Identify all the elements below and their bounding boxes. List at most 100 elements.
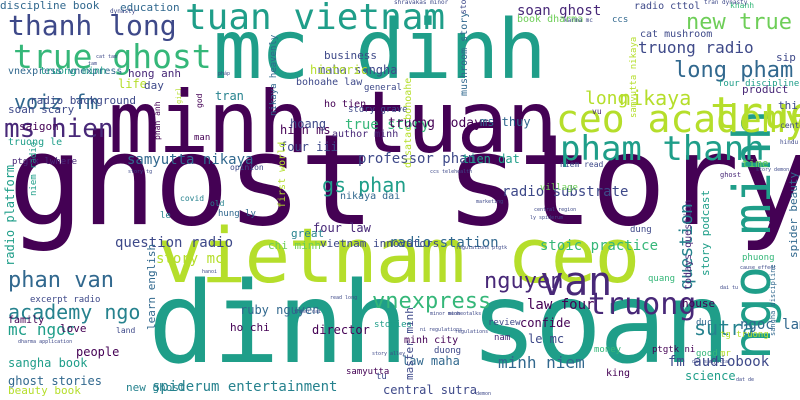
- word-true: true: [710, 88, 800, 139]
- word-first-world: first world: [277, 141, 288, 208]
- word-people: people: [76, 345, 120, 359]
- word-ms-hien: ms hien: [4, 114, 114, 144]
- word-excerpt-radio: excerpt radio: [30, 295, 101, 305]
- word-covid: covid: [180, 194, 205, 203]
- word-new-ghost: new ghost: [126, 381, 186, 394]
- word-karma-mc: karma mc: [564, 17, 593, 24]
- word-tu: tu: [376, 372, 387, 382]
- word-samyutta-nikaya-purple: samyutta nikaya: [127, 152, 254, 168]
- word-dung: dung: [630, 225, 652, 235]
- word-minh-city: minh city: [404, 335, 459, 346]
- word-quang: quang: [648, 274, 676, 284]
- word-tam: tam: [88, 61, 98, 67]
- word-phan-van: phan van: [8, 268, 114, 293]
- word-read-long: read long: [330, 295, 358, 301]
- word-story-tg: story tg: [128, 169, 153, 175]
- word-nguyen: nguyen: [484, 269, 564, 294]
- word-hong-anh: hong anh: [128, 67, 181, 80]
- word-truong: truong: [588, 287, 697, 322]
- word-demon: demon: [476, 391, 492, 397]
- word-nam: nam: [494, 333, 511, 343]
- word-long-pham: long pham: [674, 58, 794, 83]
- word-cause-effect: cause effect: [740, 265, 777, 271]
- word-fm-audiobook: fm audiobook: [668, 354, 770, 370]
- word-vnexpress-vnexpress: vnexpress vnexpress: [8, 66, 123, 77]
- word-minor-minh: minor minh: [430, 311, 461, 317]
- word-phuong: phuong: [742, 253, 775, 263]
- word-le-mc: le mc: [528, 332, 565, 346]
- word-academy-ngo: academy ngo: [8, 300, 141, 324]
- word-ho-chi: ho chi: [230, 321, 270, 334]
- word-central-region: central region: [534, 207, 577, 213]
- word-shravakas-minor: shravakas minor: [394, 0, 449, 6]
- word-vu: vu: [592, 107, 602, 116]
- word-ceo-academy: ceo academy: [556, 97, 800, 141]
- word-samyutta: samyutta: [346, 367, 390, 377]
- word-money: money: [594, 345, 622, 355]
- word-khanh: khanh: [730, 1, 755, 10]
- word-tran: tran: [215, 89, 244, 103]
- word-law-four: law four: [527, 297, 595, 313]
- word-minh-niem: minh niem: [498, 353, 585, 372]
- word-dynasty: dynasty: [110, 8, 136, 15]
- word-soan-scary: soan scary: [8, 103, 75, 116]
- word-dinh-soan: dinh soan: [148, 259, 731, 389]
- word-girl: girl: [175, 87, 183, 104]
- word-tuan-vietnam: tuan vietnam: [185, 0, 446, 38]
- word-story-alley: story alley: [372, 351, 406, 357]
- word-tien-dat: tien dat: [462, 152, 520, 166]
- word-tg-truong: tg truong: [720, 330, 769, 340]
- word-hung-ly: hung ly: [218, 209, 256, 219]
- word-dai-tu: dai tu: [720, 285, 739, 291]
- word-good: good: [696, 349, 718, 359]
- word-radio-substrate: radio substrate: [502, 184, 629, 200]
- word-discipline-book: discipline book: [0, 0, 100, 12]
- word-spider-beauty: spider beauty: [787, 171, 800, 258]
- word-marketing: marketing: [476, 199, 504, 205]
- word-true-story: true story: [345, 117, 430, 133]
- word-education: education: [120, 1, 180, 14]
- word-general: general: [364, 83, 402, 93]
- word-new-true: new true: [686, 10, 792, 35]
- word-niem-radio: niem radio: [29, 141, 39, 196]
- word-regulations: regulations: [455, 329, 489, 335]
- word-learn-english: learn english: [145, 243, 158, 330]
- word-mushroom-story: mushroom story: [459, 11, 470, 96]
- word-dharma-application: dharma application: [18, 339, 73, 345]
- word-ptgtk-lwhere: ptgtk lwhere: [12, 157, 78, 167]
- word-duc: duc: [696, 318, 713, 328]
- word-historic: historic: [310, 63, 368, 77]
- word-confide: confide: [520, 316, 571, 330]
- word-radio-background: radio background: [30, 94, 136, 107]
- word-director: director: [312, 323, 370, 337]
- word-ccs: ccs: [612, 15, 629, 25]
- word-radio-station: radio station: [389, 235, 499, 251]
- word-four-discipline: four discipline: [718, 79, 800, 89]
- word-disatac-bohoahe: disatac bohoahe: [403, 77, 414, 168]
- word-product: product: [742, 83, 789, 96]
- word-vnexpress: vnexpress: [372, 289, 492, 314]
- word-vietnam-ceo: vietnam ceo: [157, 211, 640, 300]
- word-mc-dinh: mc dinh: [213, 3, 547, 98]
- word-god: god: [195, 93, 204, 108]
- word-village: village: [540, 183, 578, 193]
- word-story-mc: story mc: [156, 251, 224, 267]
- word-ghost: ghost: [720, 171, 742, 179]
- word-minh-tuan: minh tuan: [108, 73, 558, 173]
- word-stoic-practice: stoic practice: [540, 238, 659, 254]
- word-story-podcast: story podcast: [699, 189, 712, 276]
- word-phan-anh: phan anh: [153, 101, 162, 140]
- word-truong-radio: truong radio: [638, 38, 754, 57]
- word-gs-phan: gs phan: [322, 173, 407, 197]
- word-radio-cttol: radio cttol: [634, 1, 701, 12]
- word-meomeotalks: meomeotalks: [448, 311, 482, 317]
- word-sangha-discipline: sangha discipline: [769, 264, 777, 336]
- word-maha-sangha: maha sangha: [318, 63, 398, 77]
- word-hien-ms: hien ms: [280, 123, 331, 137]
- word-four-law: four law: [313, 221, 371, 235]
- word-love: love: [60, 322, 87, 335]
- word-duong: duong: [434, 346, 462, 356]
- word-stories: stories: [374, 320, 412, 330]
- word-nikaya-heavenly: nikaya heavenly: [269, 34, 279, 116]
